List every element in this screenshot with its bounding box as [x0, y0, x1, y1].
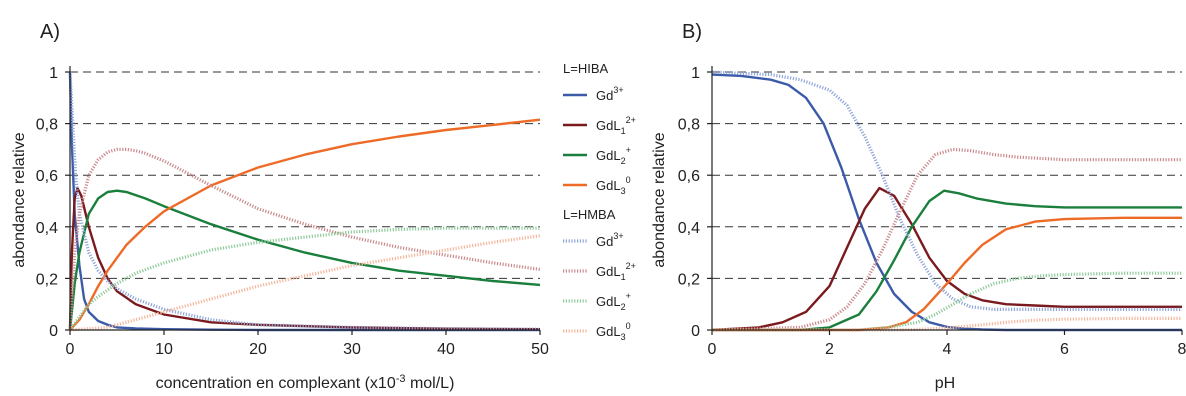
panel-a-y-tick-label: 0,8 [36, 117, 58, 134]
panel-b-gridlines [712, 71, 1182, 279]
legend-label: GdL30 [596, 321, 631, 342]
panel-a-x-tick-label: 30 [343, 341, 361, 358]
panel-a-x-tick-label: 50 [531, 341, 549, 358]
panel-b-y-tick-label: 0,6 [678, 168, 700, 185]
panel-b-axes [711, 66, 1182, 331]
legend-label: GdL12+ [596, 115, 636, 136]
panel-b-series-line [712, 271, 1182, 332]
panel-a: A) 00,20,40,60,810 10 20 30 40 50 abondance r… [11, 21, 549, 392]
panel-a-label: A) [40, 21, 60, 43]
panel-a-series-line [68, 147, 541, 331]
panel-b-series-line [711, 73, 1182, 332]
panel-b-series-line [711, 147, 1182, 332]
panel-b-x-tick-label: 0 [708, 341, 717, 358]
panel-a-x-tick-label: 0 [66, 341, 75, 358]
panel-a-y-tick-label: 0 [49, 323, 58, 340]
panel-a-y-tick-label: 0,4 [36, 220, 58, 237]
panel-b-label: B) [682, 21, 702, 43]
legend-label: GdL2+ [596, 291, 631, 312]
panel-a-series-line [69, 234, 541, 332]
panel-b-y-tick-label: 0,2 [678, 271, 700, 288]
panel-b-y-axis-title: abondance relative [651, 132, 668, 267]
legend: L=HIBA Gd3+ GdL12+ GdL2+ GdL30 L=HMBA Gd3+ GdL1… [563, 61, 636, 342]
panel-b-series-line [712, 216, 1182, 332]
panel-b-series-line [711, 70, 1182, 311]
panel-b-series-line [712, 189, 1182, 332]
panel-b-y-tick-label: 0,8 [678, 117, 700, 134]
panel-a-x-axis-title: concentration en complexant (x10-3 mol/L… [156, 373, 455, 392]
panel-a-y-tick-label: 1 [49, 65, 58, 82]
panel-a-x-tick-label: 40 [437, 341, 455, 358]
panel-b-x-tick-label: 8 [1178, 341, 1186, 358]
panel-a-gridlines [70, 71, 540, 279]
panel-a-y-tick-label: 0,6 [36, 168, 58, 185]
legend-label: Gd3+ [596, 231, 624, 249]
legend-label: GdL2+ [596, 145, 631, 166]
panel-a-series-line [68, 71, 541, 331]
panel-a-axes [69, 66, 540, 331]
panel-b-series-line [711, 186, 1182, 332]
panel-a-series-line [68, 71, 540, 332]
panel-a-y-axis-title: abondance relative [11, 132, 28, 267]
legend-label: Gd3+ [596, 85, 624, 103]
panel-b-x-tick-label: 4 [943, 341, 952, 358]
legend-label: GdL30 [596, 175, 631, 196]
panel-a-x-tick-label: 10 [155, 341, 173, 358]
panel-a-x-tick-label: 20 [249, 341, 267, 358]
legend-group-title: L=HMBA [563, 207, 616, 222]
panel-a-ticks: 00,20,40,60,810 10 20 30 40 50 [36, 65, 549, 358]
panel-a-series-line [69, 118, 541, 331]
panel-b-x-axis-title: pH [935, 375, 955, 392]
panel-b-y-tick-label: 0 [691, 323, 700, 340]
legend-group-title: L=HIBA [563, 61, 608, 76]
panel-b-x-tick-label: 6 [1060, 341, 1069, 358]
panel-a-y-tick-label: 0,2 [36, 271, 58, 288]
panel-b: B) 0 0,2 0,4 0,6 0,8 1 0 2 4 6 8 abondance relativ… [651, 21, 1186, 392]
panel-b-y-tick-label: 1 [691, 65, 700, 82]
panel-b-series [711, 70, 1182, 332]
panel-b-y-tick-label: 0,4 [678, 220, 700, 237]
panel-a-series-line [68, 189, 541, 331]
panel-b-x-tick-label: 2 [825, 341, 834, 358]
panel-b-ticks: 0 0,2 0,4 0,6 0,8 1 0 2 4 6 8 [678, 65, 1186, 358]
legend-label: GdL12+ [596, 261, 636, 282]
panel-a-series [68, 71, 541, 332]
